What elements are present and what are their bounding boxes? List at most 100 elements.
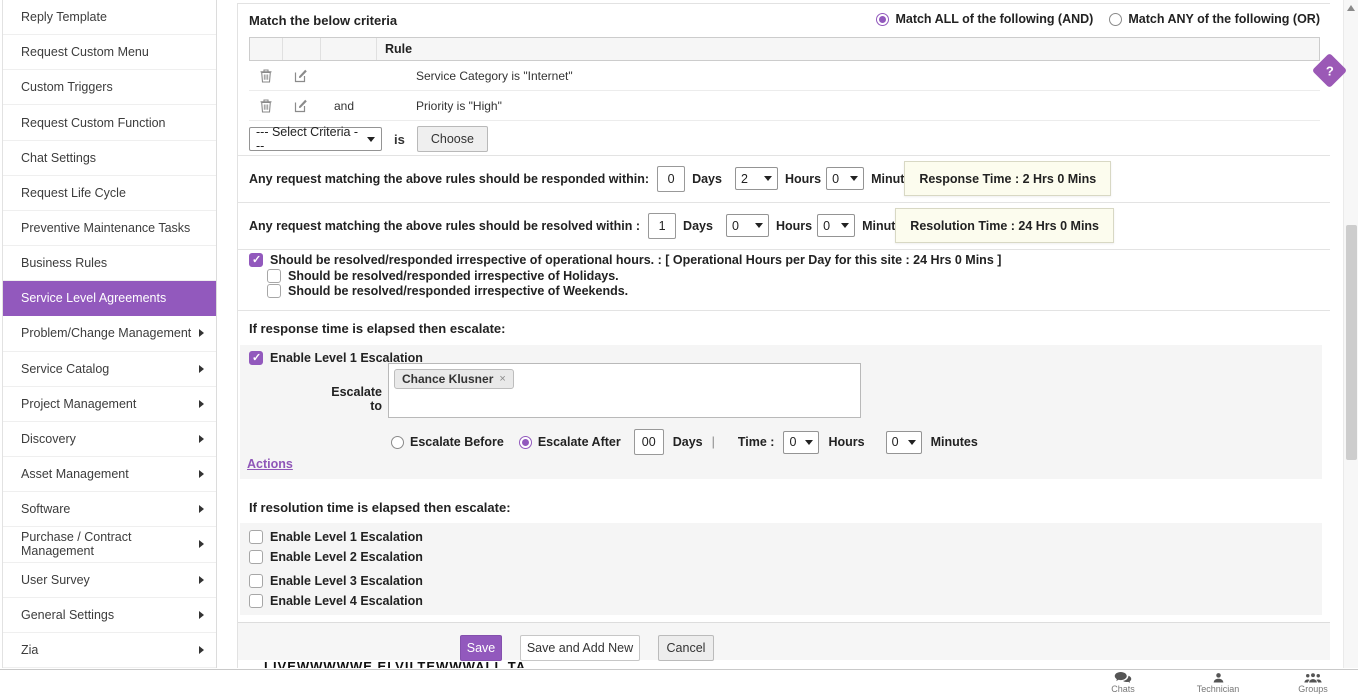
technician-button[interactable]: Technician [1187,672,1249,694]
scroll-up-arrow-icon[interactable] [1347,5,1355,11]
sidebar-item-service-catalog[interactable]: Service Catalog [3,352,216,387]
sidebar-item-project-management[interactable]: Project Management [3,387,216,422]
sidebar-item-discovery[interactable]: Discovery [3,422,216,458]
technician-label: Technician [1196,684,1240,694]
resolution-hours-value: 0 [731,218,739,233]
resolution-level3-option: Enable Level 3 Escalation [249,574,423,588]
sidebar-item-service-level-agreements[interactable]: Service Level Agreements [3,281,216,317]
chevron-right-icon [199,399,204,408]
resolution-minutes-select[interactable]: 0 [817,214,856,237]
escalate-after-option[interactable]: Escalate After [518,435,621,449]
chats-button[interactable]: Chats [1092,672,1154,694]
sidebar-item-general-settings[interactable]: General Settings [3,598,216,633]
form-button-strip: Save Save and Add New Cancel [238,622,1330,661]
sidebar-item-label: Problem/Change Management [21,326,192,341]
actions-link[interactable]: Actions [247,457,293,471]
sidebar-item-label: Discovery [21,431,76,446]
response-days-input[interactable]: 0 [657,165,686,192]
edit-rule-button[interactable] [282,99,320,113]
escalate-days-input[interactable]: 00 [633,429,664,455]
table-row: Service Category is "Internet" [249,61,1320,91]
delete-rule-button[interactable] [249,68,282,83]
days-label: Days [672,435,703,449]
vertical-scrollbar[interactable] [1343,0,1358,668]
holidays-option: Should be resolved/responded irrespectiv… [267,269,619,283]
sidebar-item-request-custom-menu[interactable]: Request Custom Menu [3,35,216,71]
resolution-level4-checkbox[interactable] [249,594,263,608]
response-hours-select[interactable]: 2 [734,167,778,190]
sidebar-item-business-rules[interactable]: Business Rules [3,246,216,282]
weekends-checkbox[interactable] [267,284,281,298]
sidebar-item-problem-change-management[interactable]: Problem/Change Management [3,316,216,352]
radio-selected-icon[interactable] [518,435,532,449]
escalate-to-field[interactable]: Chance Klusner × [388,363,861,418]
resolution-level1-option: Enable Level 1 Escalation [249,530,423,544]
resolution-level2-checkbox[interactable] [249,550,263,564]
pipe-separator: | [711,435,715,449]
sidebar-item-label: Asset Management [21,467,129,482]
radio-unselected-icon[interactable] [391,435,404,449]
sidebar-item-preventive-maintenance-tasks[interactable]: Preventive Maintenance Tasks [3,211,216,247]
sidebar-item-software[interactable]: Software [3,492,216,528]
divider [238,202,1330,203]
chip-remove-icon[interactable]: × [499,373,506,385]
sidebar-item-user-survey[interactable]: User Survey [3,563,216,598]
save-button[interactable]: Save [460,635,502,661]
chevron-down-icon [841,223,850,228]
sidebar-item-asset-management[interactable]: Asset Management [3,457,216,493]
resolution-level1-checkbox[interactable] [249,530,263,544]
resolution-minutes-value: 0 [823,218,831,233]
sidebar-item-label: Preventive Maintenance Tasks [21,221,191,236]
sidebar-item-chat-settings[interactable]: Chat Settings [3,141,216,176]
sidebar-item-label: Project Management [21,396,137,411]
radio-unselected-icon[interactable] [1109,12,1123,26]
resolution-level3-checkbox[interactable] [249,574,263,588]
resolution-days-input[interactable]: 1 [648,212,677,239]
operational-hours-checkbox[interactable] [249,253,263,267]
enable-level1-checkbox[interactable] [249,351,263,365]
chip-label: Chance Klusner [402,372,494,386]
resolution-level3-label: Enable Level 3 Escalation [270,574,423,588]
response-time-badge: Response Time : 2 Hrs 0 Mins [904,161,1112,196]
delete-rule-button[interactable] [249,98,282,113]
groups-label: Groups [1298,684,1328,694]
divider [238,155,1330,156]
radio-selected-icon[interactable] [876,12,890,26]
match-all-radio-option[interactable]: Match ALL of the following (AND) [876,12,1093,26]
sidebar-item-custom-triggers[interactable]: Custom Triggers [3,70,216,106]
save-and-add-new-button[interactable]: Save and Add New [520,635,640,661]
escalate-hours-value: 0 [789,435,797,449]
sidebar-item-reply-template[interactable]: Reply Template [3,0,216,36]
chevron-right-icon [199,610,204,619]
enable-level1-label: Enable Level 1 Escalation [270,351,423,365]
scrollbar-thumb[interactable] [1346,225,1357,460]
edit-rule-button[interactable] [282,69,320,83]
choose-button[interactable]: Choose [416,126,488,152]
sidebar-item-purchase-contract-management[interactable]: Purchase / Contract Management [3,527,216,563]
clipped-text-line: LIVEWWWWWE ELVILTEWWWALL TA [264,659,527,668]
select-criteria-dropdown[interactable]: --- Select Criteria --- [249,125,382,153]
response-minutes-select[interactable]: 0 [826,167,865,190]
rules-table-header: Rule [249,37,1320,61]
cancel-button[interactable]: Cancel [658,635,714,661]
header-cell-empty [283,38,321,60]
edit-icon [294,99,307,112]
sidebar-item-request-custom-function[interactable]: Request Custom Function [3,105,216,141]
question-mark-icon: ? [1325,62,1334,78]
days-label: Days [692,171,722,186]
holidays-checkbox[interactable] [267,269,281,283]
resolution-hours-select[interactable]: 0 [725,214,769,237]
chevron-right-icon [199,470,204,479]
escalate-before-option[interactable]: Escalate Before [391,435,504,449]
trash-icon [260,69,271,83]
sidebar-item-label: Purchase / Contract Management [21,530,132,559]
sidebar-item-zia[interactable]: Zia [3,633,216,668]
groups-button[interactable]: Groups [1282,672,1344,694]
escalate-hours-select[interactable]: 0 [783,430,820,454]
escalate-minutes-select[interactable]: 0 [885,430,922,454]
sidebar-item-request-life-cycle[interactable]: Request Life Cycle [3,176,216,211]
match-any-radio-option[interactable]: Match ANY of the following (OR) [1109,12,1320,26]
chevron-right-icon [199,575,204,584]
weekends-label: Should be resolved/responded irrespectiv… [288,284,629,298]
escalate-timing-row: Escalate Before Escalate After 00 Days |… [391,429,978,455]
